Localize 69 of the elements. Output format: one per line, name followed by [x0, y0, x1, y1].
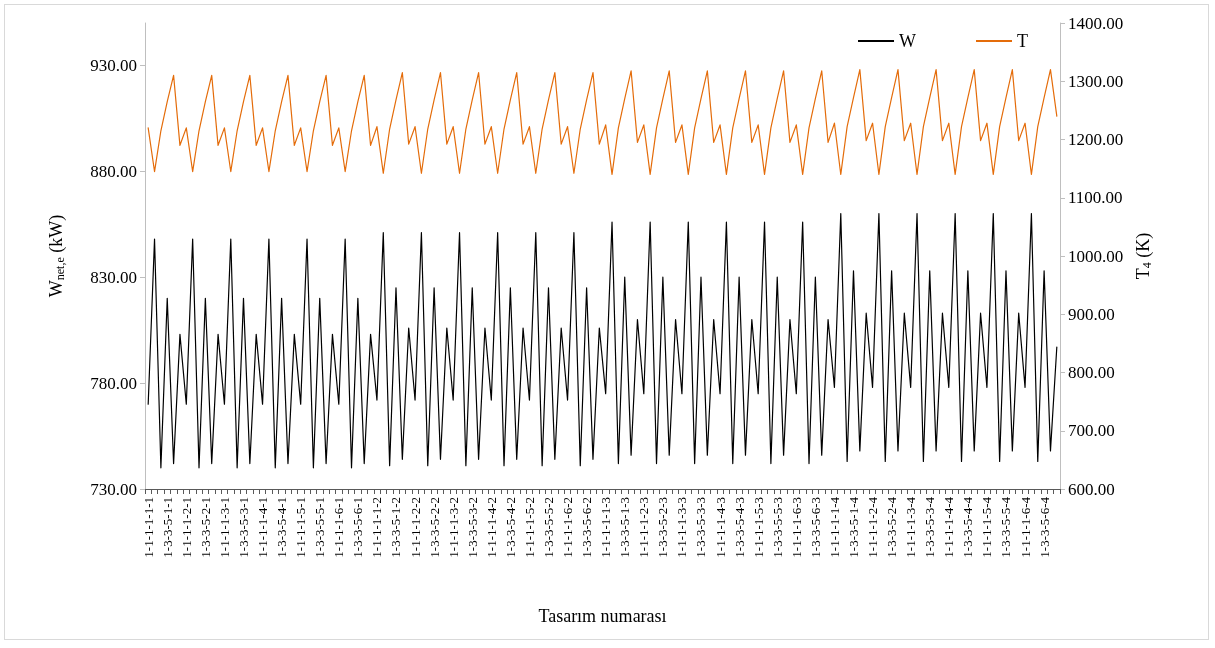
x-tick-label: 1-3-3-5-6-2 — [579, 497, 595, 558]
y2-tick-label: 600.00 — [1068, 479, 1115, 499]
x-tick-label: 1-3-3-5-2-3 — [655, 497, 671, 558]
x-tick-label: 1-1-1-1-5-1 — [293, 497, 309, 558]
y2-tick-label: 1000.00 — [1068, 246, 1124, 266]
x-tick-label: 1-1-1-1-4-2 — [483, 497, 499, 558]
x-tick-label: 1-1-1-1-3-4 — [903, 496, 919, 558]
x-tick-label: 1-3-3-5-4-3 — [731, 497, 747, 558]
x-tick-label: 1-3-3-5-3-4 — [922, 496, 938, 558]
x-tick-label: 1-3-3-5-6-3 — [807, 497, 823, 558]
x-tick-label: 1-1-1-1-1-4 — [826, 496, 842, 558]
x-tick-label: 1-1-1-1-6-3 — [788, 497, 804, 558]
x-tick-label: 1-3-3-5-5-2 — [540, 497, 556, 558]
x-tick-label: 1-1-1-1-3-1 — [216, 497, 232, 558]
x-tick-label: 1-3-3-5-1-3 — [617, 497, 633, 558]
x-tick-label: 1-1-1-1-4-1 — [255, 497, 271, 558]
y2-tick-label: 1300.00 — [1068, 71, 1124, 91]
x-tick-label: 1-1-1-1-6-4 — [1017, 496, 1033, 558]
y-tick-label: 830.00 — [90, 267, 137, 287]
line-series — [147, 213, 1058, 469]
x-tick-label: 1-3-3-5-3-3 — [693, 497, 709, 558]
x-tick-label: 1-3-3-5-2-4 — [884, 496, 900, 558]
y-axis-title: Wnet,e (kW) — [46, 214, 67, 298]
y2-tick-label: 1100.00 — [1068, 188, 1123, 208]
x-tick-label: 1-3-3-5-4-1 — [274, 497, 290, 558]
legend-label: W — [899, 31, 917, 51]
legend-label: T — [1017, 31, 1028, 51]
y2-tick-label: 1200.00 — [1068, 130, 1124, 149]
x-tick-label: 1-3-3-5-6-1 — [350, 497, 366, 558]
x-tick-label: 1-3-3-5-2-1 — [197, 497, 213, 558]
x-tick-label: 1-1-1-1-2-2 — [407, 497, 423, 558]
y2-axis-title: T4 (K) — [1133, 232, 1155, 280]
y2-tick-label: 700.00 — [1068, 421, 1115, 441]
x-tick-label: 1-1-1-1-1-3 — [598, 497, 614, 558]
x-tick-label: 1-1-1-1-1-1 — [140, 497, 156, 558]
y-tick-label: 730.00 — [90, 479, 137, 499]
x-tick-label: 1-1-1-1-5-4 — [979, 496, 995, 558]
x-tick-label: 1-3-3-5-1-2 — [388, 497, 404, 558]
x-tick-label: 1-1-1-1-3-2 — [445, 497, 461, 558]
line-series — [147, 69, 1058, 176]
x-tick-label: 1-3-3-5-5-3 — [769, 497, 785, 558]
y-tick-label: 930.00 — [90, 55, 137, 75]
x-tick-label: 1-3-3-5-4-2 — [502, 497, 518, 558]
x-tick-label: 1-1-1-1-6-1 — [331, 497, 347, 558]
x-tick-label: 1-1-1-1-6-2 — [560, 497, 576, 558]
x-tick-label: 1-3-3-5-6-4 — [1036, 496, 1052, 558]
x-tick-label: 1-3-3-5-4-4 — [960, 496, 976, 558]
x-tick-label: 1-3-3-5-1-1 — [159, 497, 175, 558]
x-tick-label: 1-3-3-5-3-1 — [235, 497, 251, 558]
x-tick-label: 1-3-3-5-3-2 — [464, 497, 480, 558]
x-tick-label: 1-3-3-5-5-4 — [998, 496, 1014, 558]
x-tick-label: 1-1-1-1-5-2 — [521, 497, 537, 558]
x-tick-label: 1-1-1-1-4-3 — [712, 497, 728, 558]
x-axis-title: Tasarım numarası — [538, 606, 667, 626]
y-tick-label: 780.00 — [90, 373, 137, 393]
x-tick-label: 1-1-1-1-2-4 — [865, 496, 881, 558]
y2-tick-label: 800.00 — [1068, 363, 1115, 382]
x-tick-label: 1-1-1-1-1-2 — [369, 497, 385, 558]
x-tick-label: 1-1-1-1-2-3 — [636, 497, 652, 558]
y-tick-label: 880.00 — [90, 161, 137, 181]
x-tick-label: 1-1-1-1-2-1 — [178, 497, 194, 558]
y2-tick-label: 900.00 — [1068, 304, 1115, 324]
x-tick-label: 1-1-1-1-5-3 — [750, 497, 766, 558]
x-tick-label: 1-1-1-1-3-3 — [674, 497, 690, 558]
x-tick-label: 1-3-3-5-2-2 — [426, 497, 442, 558]
x-tick-label: 1-3-3-5-5-1 — [312, 497, 328, 558]
x-tick-label: 1-1-1-1-4-4 — [941, 496, 957, 558]
y2-tick-label: 1400.00 — [1068, 13, 1124, 33]
x-tick-label: 1-3-3-5-1-4 — [845, 496, 861, 558]
